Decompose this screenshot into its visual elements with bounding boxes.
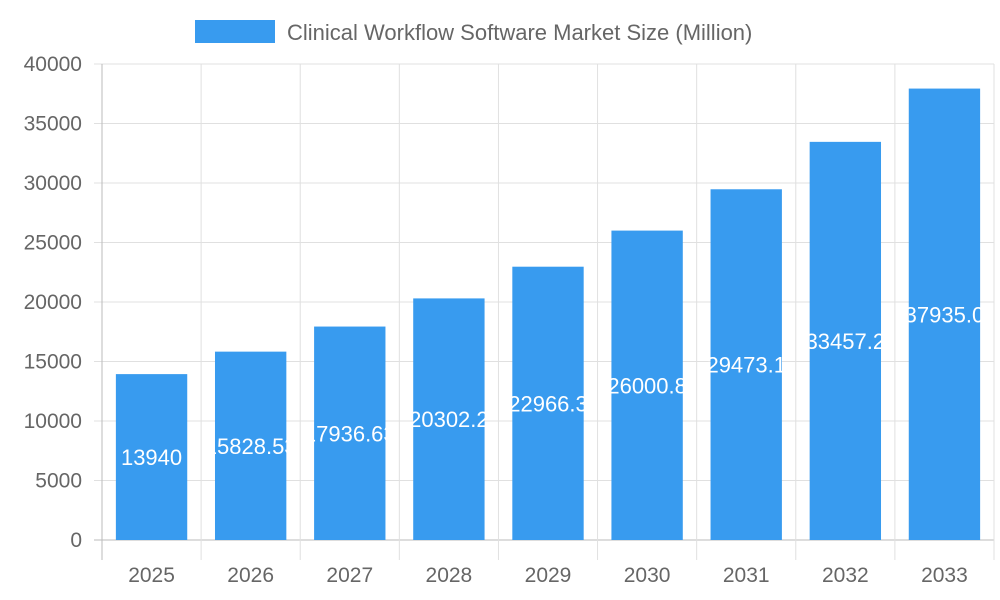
bar	[710, 189, 782, 540]
bar	[413, 298, 485, 540]
data-label: 17936.63	[304, 421, 396, 446]
y-tick-label: 15000	[24, 351, 82, 374]
bar	[908, 88, 981, 541]
x-tick-label: 2026	[227, 564, 274, 587]
y-tick-label: 30000	[24, 172, 82, 195]
x-tick-label: 2028	[426, 564, 473, 587]
bar	[214, 351, 287, 540]
y-tick-label: 40000	[24, 53, 82, 76]
y-tick-label: 35000	[24, 113, 82, 136]
y-tick-label: 0	[70, 529, 82, 552]
bar	[809, 141, 882, 540]
data-label: 33457.2	[806, 329, 886, 354]
bar	[611, 230, 683, 540]
data-label: 26000.8	[607, 373, 687, 398]
y-tick-label: 25000	[24, 232, 82, 255]
data-label: 22966.3	[508, 391, 588, 416]
x-tick-label: 2033	[921, 564, 968, 587]
bar	[512, 266, 584, 540]
x-tick-label: 2031	[723, 564, 770, 587]
x-tick-label: 2025	[128, 564, 175, 587]
data-label: 15828.53	[205, 434, 297, 459]
x-tick-label: 2030	[624, 564, 671, 587]
data-label: 29473.1	[706, 353, 786, 378]
legend-swatch	[195, 20, 275, 43]
legend-label: Clinical Workflow Software Market Size (…	[287, 20, 752, 45]
y-tick-label: 5000	[35, 470, 82, 493]
data-label: 37935.0	[905, 302, 985, 327]
x-tick-label: 2029	[525, 564, 572, 587]
bar	[115, 374, 188, 540]
x-tick-label: 2032	[822, 564, 869, 587]
y-tick-label: 10000	[24, 410, 82, 433]
data-label: 20302.2	[409, 407, 489, 432]
x-tick-label: 2027	[326, 564, 373, 587]
bar	[314, 326, 386, 540]
y-tick-label: 20000	[24, 291, 82, 314]
data-label: 13940	[121, 445, 182, 470]
